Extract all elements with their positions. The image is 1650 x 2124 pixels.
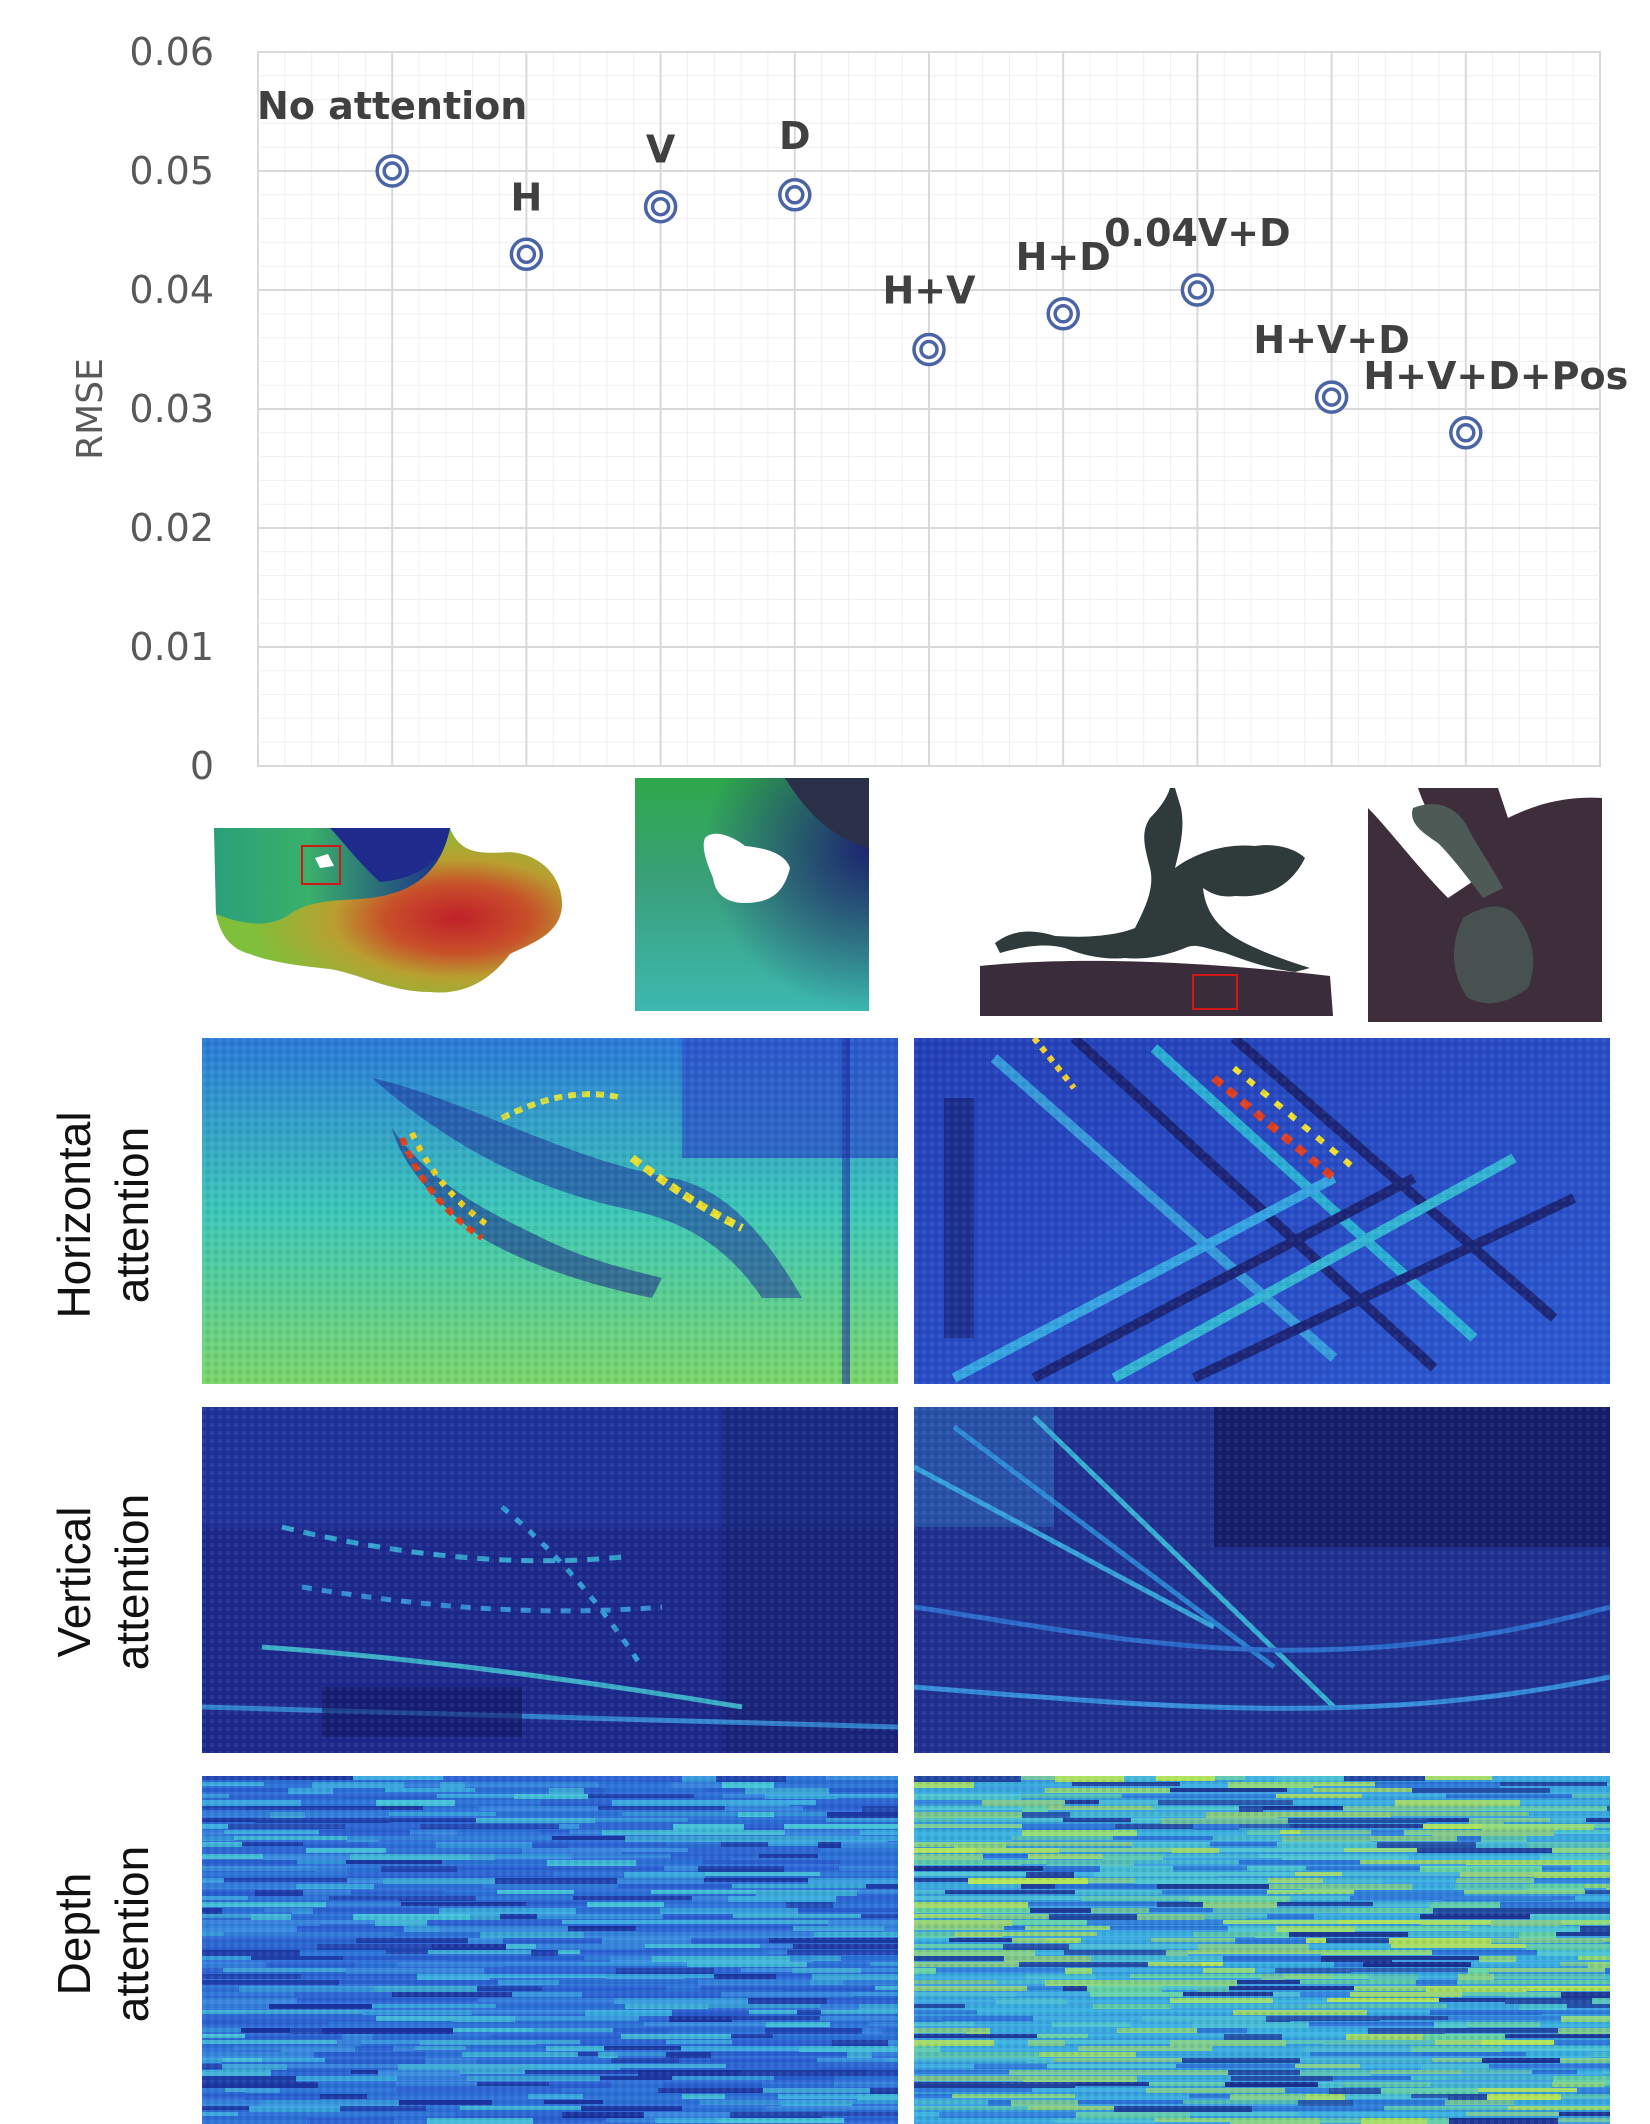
marker-inner-ring — [382, 161, 402, 181]
marker-inner-ring — [650, 196, 671, 217]
row-title-depth-line1: Depth — [48, 1872, 100, 1996]
y-tick-label: 0 — [190, 744, 214, 788]
marker-inner-ring — [785, 185, 805, 205]
flow-map-crop — [635, 778, 869, 1011]
vertical-attention-map-right — [914, 1407, 1610, 1753]
y-axis-title: RMSE — [70, 358, 111, 460]
marker-inner-ring — [1456, 423, 1476, 443]
y-tick-label: 0.06 — [129, 30, 214, 74]
point-label: 0.04V+D — [1104, 211, 1291, 255]
marker-outer-ring — [509, 237, 544, 272]
point-label: No attention — [257, 84, 527, 128]
marker-inner-ring — [1321, 387, 1342, 407]
data-point — [912, 332, 946, 367]
major-gridlines — [258, 51, 1600, 767]
marker-outer-ring — [643, 189, 678, 224]
marker-outer-ring — [778, 178, 812, 212]
marker-inner-ring — [1187, 280, 1208, 300]
y-tick-label: 0.05 — [129, 149, 214, 193]
vertical-attention-map-left — [202, 1407, 898, 1753]
horizontal-attention-map-right — [914, 1038, 1610, 1384]
row-title-depth-line2: attention — [106, 1845, 158, 2023]
point-label: H — [510, 175, 542, 219]
point-label: H+V — [882, 269, 976, 313]
row-title-depth: Depth attention — [45, 1804, 161, 2064]
marker-outer-ring — [1180, 273, 1215, 307]
data-point — [509, 237, 544, 272]
data-point — [1314, 380, 1349, 414]
marker-outer-ring — [1449, 416, 1483, 450]
point-label: V — [646, 128, 676, 172]
y-tick-label: 0.03 — [129, 387, 214, 431]
y-tick-label: 0.02 — [129, 506, 214, 550]
horizontal-attention-map-left — [202, 1038, 898, 1384]
scene-silhouette-thumbnail — [975, 788, 1337, 1018]
depth-attention-map-left — [202, 1776, 898, 2124]
flow-map-thumbnail — [210, 824, 566, 999]
row-title-horizontal-line1: Horizontal — [48, 1111, 100, 1319]
y-tick-label: 0.01 — [129, 625, 214, 669]
point-label: H+D — [1016, 235, 1111, 279]
marker-inner-ring — [516, 244, 537, 265]
data-point — [1180, 273, 1215, 307]
y-axis-tick-labels: 0 0.01 0.02 0.03 0.04 0.05 0.06 — [129, 30, 214, 788]
row-title-horizontal: Horizontal attention — [45, 1085, 161, 1345]
data-point — [1046, 297, 1080, 331]
data-points: No attention H V D H+V H+D0.04V+D H+V+DH+V+D+P… — [257, 84, 1628, 450]
row-title-vertical: Vertical attention — [45, 1452, 161, 1712]
marker-outer-ring — [1314, 380, 1349, 414]
rmse-scatter-chart: 0 0.01 0.02 0.03 0.04 0.05 0.06 RMSE No attent… — [70, 30, 1628, 788]
point-label: D — [779, 114, 811, 158]
data-point — [1449, 416, 1483, 450]
marker-outer-ring — [375, 154, 409, 188]
data-point — [778, 178, 812, 212]
data-point — [375, 154, 409, 188]
marker-inner-ring — [919, 339, 939, 360]
scene-crop — [1368, 788, 1602, 1022]
marker-outer-ring — [1046, 297, 1080, 331]
marker-inner-ring — [1053, 304, 1073, 324]
row-title-horizontal-line2: attention — [106, 1126, 158, 1304]
point-label: H+V+D — [1253, 318, 1409, 362]
depth-attention-map-right — [914, 1776, 1610, 2124]
point-label: H+V+D+Pos — [1363, 354, 1628, 398]
data-point — [643, 189, 678, 224]
y-tick-label: 0.04 — [129, 268, 214, 312]
marker-outer-ring — [912, 332, 946, 367]
row-title-vertical-line1: Vertical — [48, 1506, 100, 1658]
row-title-vertical-line2: attention — [106, 1493, 158, 1671]
